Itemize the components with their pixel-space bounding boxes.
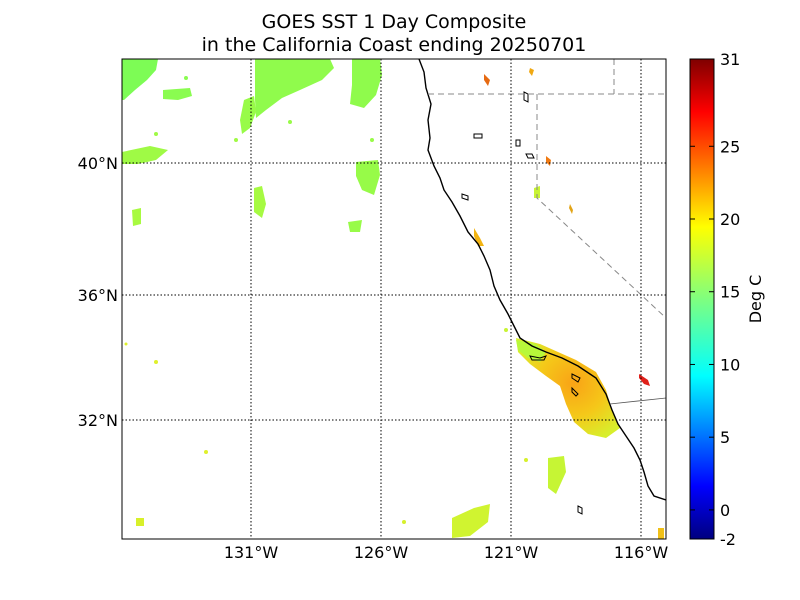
lon-label-121w: 121°W [484,543,539,562]
coastline [418,59,666,515]
map-background [122,59,666,539]
colorbar-tick-label: 10 [720,355,740,374]
graticule [122,59,666,539]
colorbar-tick-label: 5 [720,428,730,447]
state-borders [428,59,666,405]
colorbar-tick-label: 20 [720,210,740,229]
map-subtitle: in the California Coast ending 20250701 [201,34,587,56]
colorbar-label: Deg C [746,275,765,324]
colorbar-tick-label: 31 [720,50,740,69]
lon-label-131w: 131°W [224,543,279,562]
lon-label-116w: 116°W [614,543,669,562]
colorbar-tick-label: 0 [720,501,730,520]
lat-label-40n: 40°N [78,154,118,173]
map-title: GOES SST 1 Day Composite [261,11,527,33]
sst-data-layer [122,59,664,539]
map-frame [121,58,667,540]
colorbar-ticks: 31 25 20 15 10 5 0 -2 [690,50,740,549]
lat-label-36n: 36°N [78,286,118,305]
colorbar-tick-label: 25 [720,137,740,156]
colorbar-tick-label: -2 [720,530,736,549]
colorbar-tick-label: 15 [720,283,740,302]
lat-label-32n: 32°N [78,411,118,430]
colorbar [689,58,715,540]
lon-label-126w: 126°W [354,543,409,562]
